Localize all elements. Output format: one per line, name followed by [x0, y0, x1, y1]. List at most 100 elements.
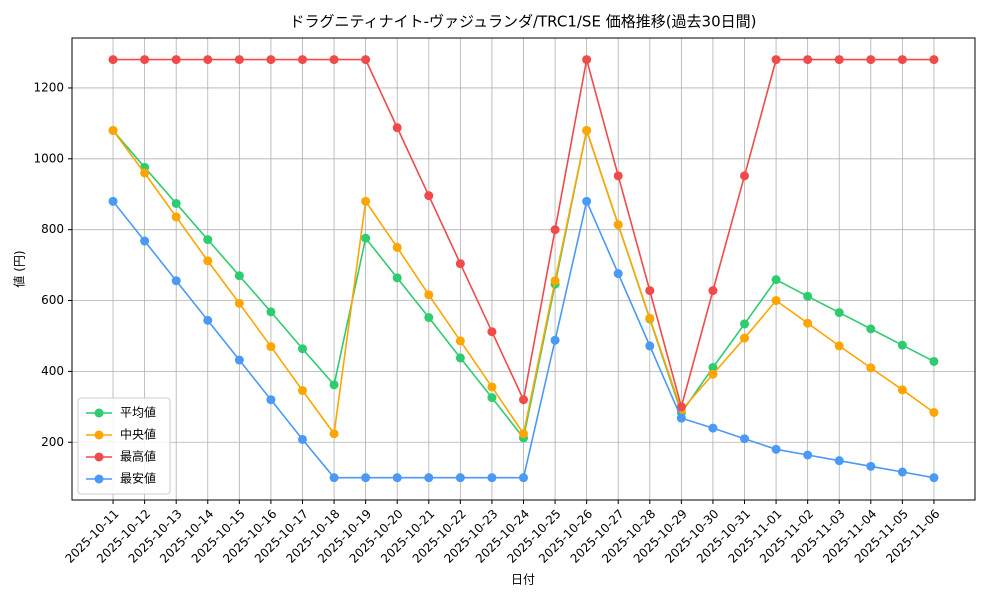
point	[455, 353, 465, 363]
chart-title: ドラグニティナイト-ヴァジュランダ/TRC1/SE 価格推移(過去30日間)	[290, 13, 757, 31]
point	[582, 125, 592, 135]
point	[203, 55, 213, 65]
point	[550, 276, 560, 286]
point	[519, 429, 528, 439]
point	[140, 55, 150, 65]
point	[645, 286, 655, 296]
point	[329, 380, 339, 390]
point	[803, 291, 813, 301]
point	[929, 473, 939, 483]
point	[834, 456, 844, 466]
point	[834, 55, 844, 65]
point	[803, 318, 813, 328]
legend-label: 最安値	[120, 471, 156, 486]
point	[487, 473, 497, 483]
point	[866, 363, 876, 373]
point	[740, 333, 750, 343]
point	[329, 55, 339, 65]
point	[424, 290, 434, 300]
point	[455, 473, 465, 483]
point	[455, 336, 465, 346]
point	[803, 450, 813, 460]
point	[424, 313, 434, 323]
point	[392, 123, 402, 133]
point	[140, 168, 150, 178]
point	[613, 269, 623, 279]
point	[234, 355, 244, 365]
point	[171, 198, 181, 208]
point	[834, 341, 844, 351]
point	[708, 286, 718, 296]
point	[708, 362, 718, 372]
point	[708, 423, 718, 433]
point	[676, 402, 686, 412]
point	[361, 473, 371, 483]
point	[834, 308, 844, 318]
point	[329, 473, 339, 483]
point	[266, 307, 276, 317]
legend-marker	[94, 474, 104, 484]
point	[171, 212, 181, 222]
point	[361, 55, 371, 65]
point	[519, 395, 528, 405]
point	[424, 473, 434, 483]
point	[424, 191, 434, 201]
point	[171, 276, 181, 286]
legend-box	[77, 397, 171, 495]
point	[897, 340, 907, 350]
legend-label: 最高値	[120, 449, 156, 464]
point	[613, 220, 623, 230]
y-axis-label: 値 (円)	[12, 250, 27, 287]
point	[897, 55, 907, 65]
point	[487, 382, 497, 392]
point	[392, 273, 402, 283]
point	[392, 473, 402, 483]
point	[108, 55, 118, 65]
point	[266, 342, 276, 352]
point	[297, 344, 307, 354]
point	[645, 313, 655, 323]
point	[866, 324, 876, 334]
plot-frame	[71, 37, 976, 501]
point	[740, 319, 750, 329]
point	[803, 55, 813, 65]
point	[866, 461, 876, 471]
point	[613, 171, 623, 181]
point	[740, 171, 750, 181]
point	[771, 444, 781, 454]
point	[361, 196, 371, 206]
point	[929, 407, 939, 417]
point	[361, 233, 371, 243]
point	[487, 327, 497, 337]
point	[740, 434, 750, 444]
point	[487, 393, 497, 403]
y-tick-label: 600	[41, 293, 64, 307]
point	[140, 236, 150, 246]
legend-marker	[94, 430, 104, 440]
point	[234, 298, 244, 308]
y-tick-label: 200	[41, 435, 64, 449]
point	[297, 434, 307, 444]
x-axis-label: 日付	[511, 573, 535, 587]
point	[203, 235, 213, 245]
point	[297, 386, 307, 396]
point	[266, 55, 276, 65]
legend-marker	[94, 408, 104, 418]
point	[266, 395, 276, 405]
point	[645, 341, 655, 351]
legend-label: 中央値	[120, 427, 156, 442]
point	[234, 271, 244, 281]
y-tick-label: 800	[41, 222, 64, 236]
point	[203, 256, 213, 266]
point	[708, 369, 718, 379]
point	[582, 196, 592, 206]
legend-label: 平均値	[120, 405, 156, 420]
point	[392, 242, 402, 252]
point	[582, 55, 592, 65]
point	[929, 55, 939, 65]
point	[455, 259, 465, 269]
point	[329, 429, 339, 439]
point	[771, 55, 781, 65]
